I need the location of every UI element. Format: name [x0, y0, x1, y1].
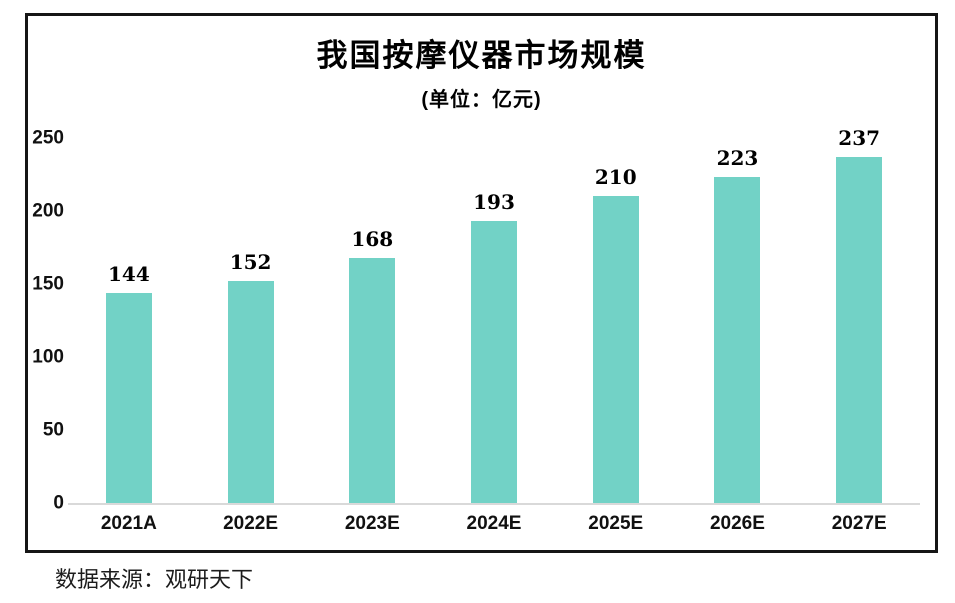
x-axis-label: 2022E: [223, 513, 279, 534]
bar-column: 144: [68, 138, 190, 503]
y-tick-label: 200: [32, 200, 64, 222]
bar: [592, 196, 639, 503]
y-tick-label: 250: [32, 127, 64, 149]
bar-value-label: 237: [838, 125, 881, 150]
bar-column: 210: [555, 138, 677, 503]
bar: [836, 156, 883, 503]
bar-column: 193: [433, 138, 555, 503]
bar: [349, 257, 396, 503]
x-axis-label: 2021A: [100, 513, 157, 534]
bar-value-label: 144: [107, 261, 150, 286]
chart-title: 我国按摩仪器市场规模: [316, 38, 647, 73]
bar: [227, 281, 274, 503]
bar-value-label: 210: [594, 165, 637, 190]
x-axis-label: 2026E: [709, 513, 765, 534]
y-tick-label: 50: [42, 419, 64, 441]
plot-area: 144 152 168 193 210 223 237: [68, 128, 920, 505]
source-note: 数据来源：观研天下: [55, 568, 254, 593]
bar-column: 168: [311, 138, 433, 503]
chart-subtitle: (单位：亿元): [421, 89, 542, 111]
x-axis-label: 2023E: [344, 513, 400, 534]
y-tick-label: 100: [32, 346, 64, 368]
bar-value-label: 193: [473, 190, 515, 215]
bar-column: 152: [190, 138, 312, 503]
y-axis: 0 50 100 150 200 250: [28, 129, 64, 513]
bar-value-label: 168: [351, 226, 394, 251]
x-axis: 2021A 2022E 2023E 2024E 2025E 2026E 2027E: [68, 513, 920, 535]
bar: [105, 292, 152, 503]
chart-frame: 我国按摩仪器市场规模 (单位：亿元) 0 50 100 150 200 250 144 15…: [25, 13, 938, 553]
x-axis-label: 2027E: [831, 513, 887, 534]
y-tick-label: 0: [53, 492, 64, 514]
bar-column: 237: [798, 128, 920, 503]
bar-value-label: 152: [229, 250, 272, 275]
bar-value-label: 223: [716, 146, 759, 171]
bar: [471, 221, 518, 503]
bar-column: 223: [677, 138, 799, 503]
x-axis-label: 2024E: [466, 513, 522, 534]
y-tick-label: 150: [32, 273, 64, 295]
bar-series: 144 152 168 193 210 223 237: [68, 128, 920, 503]
x-axis-label: 2025E: [588, 513, 644, 534]
bar: [714, 177, 761, 503]
